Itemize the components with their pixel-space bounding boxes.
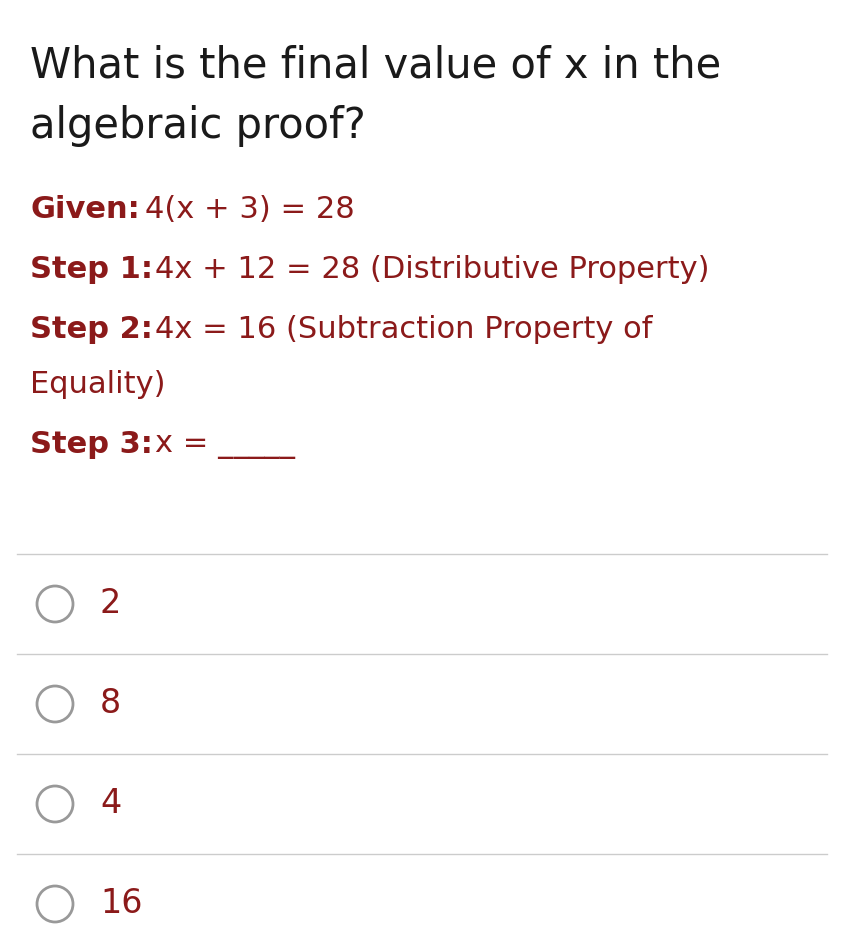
- Text: 4x = 16 (Subtraction Property of: 4x = 16 (Subtraction Property of: [155, 315, 652, 343]
- Text: Step 2:: Step 2:: [30, 315, 153, 343]
- Text: Equality): Equality): [30, 369, 165, 398]
- Text: algebraic proof?: algebraic proof?: [30, 105, 365, 147]
- Text: 4: 4: [100, 786, 122, 819]
- Text: 4(x + 3) = 28: 4(x + 3) = 28: [145, 195, 354, 224]
- Text: 8: 8: [100, 687, 122, 719]
- Text: Step 1:: Step 1:: [30, 254, 153, 284]
- Text: What is the final value of x in the: What is the final value of x in the: [30, 45, 722, 87]
- Text: Step 3:: Step 3:: [30, 430, 153, 458]
- Text: Given:: Given:: [30, 195, 140, 224]
- Text: 16: 16: [100, 886, 143, 919]
- Text: 2: 2: [100, 586, 122, 619]
- Text: 4x + 12 = 28 (Distributive Property): 4x + 12 = 28 (Distributive Property): [155, 254, 710, 284]
- Text: x = _____: x = _____: [155, 430, 295, 458]
